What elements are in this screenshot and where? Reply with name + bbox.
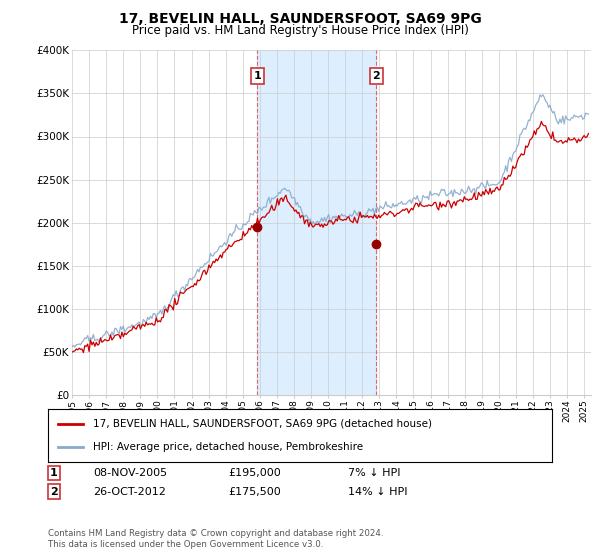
Text: Contains HM Land Registry data © Crown copyright and database right 2024.
This d: Contains HM Land Registry data © Crown c… — [48, 529, 383, 549]
Text: 2: 2 — [50, 487, 58, 497]
Text: £175,500: £175,500 — [228, 487, 281, 497]
Text: 17, BEVELIN HALL, SAUNDERSFOOT, SA69 9PG (detached house): 17, BEVELIN HALL, SAUNDERSFOOT, SA69 9PG… — [94, 419, 433, 429]
Bar — [257, 50, 376, 395]
Text: 26-OCT-2012: 26-OCT-2012 — [93, 487, 166, 497]
Text: 2: 2 — [373, 71, 380, 81]
Text: 1: 1 — [253, 71, 261, 81]
Text: HPI: Average price, detached house, Pembrokeshire: HPI: Average price, detached house, Pemb… — [94, 442, 364, 452]
Text: 17, BEVELIN HALL, SAUNDERSFOOT, SA69 9PG: 17, BEVELIN HALL, SAUNDERSFOOT, SA69 9PG — [119, 12, 481, 26]
Text: £195,000: £195,000 — [228, 468, 281, 478]
Text: 1: 1 — [50, 468, 58, 478]
Text: 14% ↓ HPI: 14% ↓ HPI — [348, 487, 407, 497]
Text: 7% ↓ HPI: 7% ↓ HPI — [348, 468, 401, 478]
Text: 08-NOV-2005: 08-NOV-2005 — [93, 468, 167, 478]
Text: Price paid vs. HM Land Registry's House Price Index (HPI): Price paid vs. HM Land Registry's House … — [131, 24, 469, 36]
